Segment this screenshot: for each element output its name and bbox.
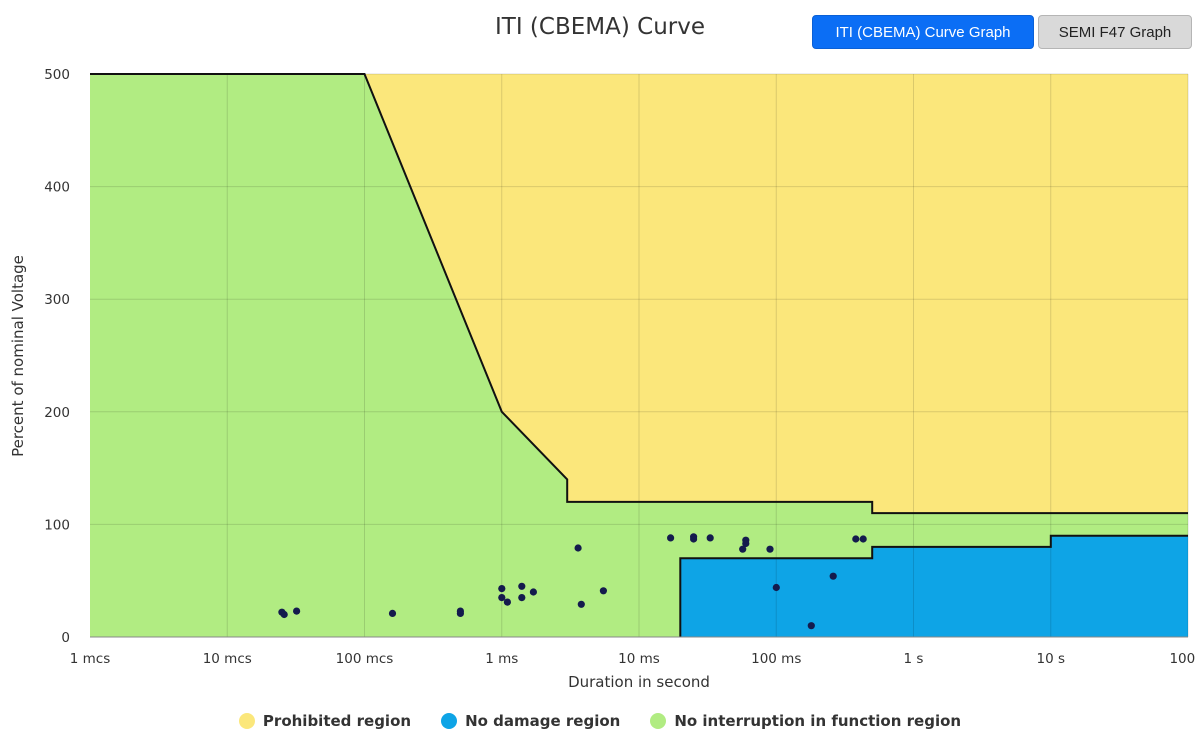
event-point[interactable]: [766, 545, 774, 553]
x-tick-label: 100 ms: [751, 651, 801, 667]
x-tick-label: 10 ms: [618, 651, 660, 667]
x-tick-label: 10 mcs: [203, 651, 252, 667]
x-tick-label: 100 s: [1169, 651, 1200, 667]
iti-curve-graph-button[interactable]: ITI (CBEMA) Curve Graph: [812, 15, 1034, 49]
y-axis-label: Percent of nominal Voltage: [9, 255, 27, 457]
y-tick-label: 300: [44, 292, 70, 308]
event-point[interactable]: [577, 600, 585, 608]
event-point[interactable]: [859, 535, 867, 543]
event-point[interactable]: [280, 610, 288, 619]
x-tick-label: 10 s: [1036, 651, 1065, 667]
event-point[interactable]: [529, 588, 538, 596]
legend-swatch-no-interruption: [650, 713, 667, 729]
legend-label-no-damage: No damage region: [465, 712, 621, 730]
legend-item-no-interruption[interactable]: No interruption in function region: [650, 712, 961, 730]
legend-item-prohibited[interactable]: Prohibited region: [238, 712, 412, 730]
event-point[interactable]: [852, 535, 860, 543]
grid-lines: [90, 73, 1189, 637]
y-tick-label: 100: [44, 517, 70, 533]
event-point[interactable]: [498, 594, 506, 602]
region-prohibited: [90, 74, 1188, 514]
chart-legend: Prohibited region No damage region No in…: [0, 712, 1200, 730]
event-point[interactable]: [667, 534, 675, 542]
event-point[interactable]: [807, 622, 815, 630]
event-point[interactable]: [742, 539, 750, 548]
x-tick-label: 1 s: [904, 651, 924, 667]
x-axis: 1 mcs 10 mcs 100 mcs 1 ms 10 ms 100 ms 1 s 10 s…: [70, 636, 1200, 667]
x-tick-label: 1 mcs: [70, 651, 111, 667]
legend-label-no-interruption: No interruption in function region: [674, 712, 962, 730]
region-no-damage: [680, 535, 1188, 637]
event-point[interactable]: [690, 535, 698, 543]
iti-curve-chart: 1 mcs 10 mcs 100 mcs 1 ms 10 ms 100 ms 1 s 10 s…: [9, 67, 1200, 691]
event-point[interactable]: [503, 598, 511, 606]
x-tick-label: 1 ms: [485, 651, 518, 667]
event-point[interactable]: [518, 582, 526, 590]
plot-area: [90, 74, 1188, 637]
legend-label-prohibited: Prohibited region: [262, 712, 412, 730]
event-point[interactable]: [388, 609, 397, 618]
x-axis-label: Duration in second: [568, 673, 710, 691]
legend-item-no-damage[interactable]: No damage region: [441, 712, 620, 730]
event-point[interactable]: [739, 545, 747, 553]
lower-boundary-line: [679, 534, 1188, 637]
event-point[interactable]: [293, 607, 301, 615]
legend-swatch-no-damage: [441, 713, 458, 729]
y-axis: 0 100 200 300 400 500: [44, 67, 70, 646]
y-tick-label: 0: [61, 630, 70, 646]
boundary-curves: [90, 73, 1188, 637]
event-point[interactable]: [772, 583, 780, 592]
upper-boundary-line: [90, 73, 1188, 515]
semi-f47-graph-button[interactable]: SEMI F47 Graph: [1038, 15, 1192, 49]
event-point[interactable]: [456, 607, 464, 615]
event-point[interactable]: [599, 587, 608, 595]
y-tick-label: 400: [44, 180, 70, 196]
event-point[interactable]: [518, 594, 526, 602]
event-points: [278, 533, 867, 630]
event-point[interactable]: [706, 534, 714, 542]
graph-switcher: ITI (CBEMA) Curve Graph SEMI F47 Graph: [812, 15, 1192, 49]
x-tick-label: 100 mcs: [336, 651, 394, 667]
event-point[interactable]: [829, 572, 837, 580]
event-point[interactable]: [498, 585, 506, 593]
legend-swatch-prohibited: [238, 713, 255, 729]
y-tick-label: 200: [44, 405, 70, 421]
event-point[interactable]: [574, 544, 582, 552]
y-tick-label: 500: [44, 67, 70, 83]
